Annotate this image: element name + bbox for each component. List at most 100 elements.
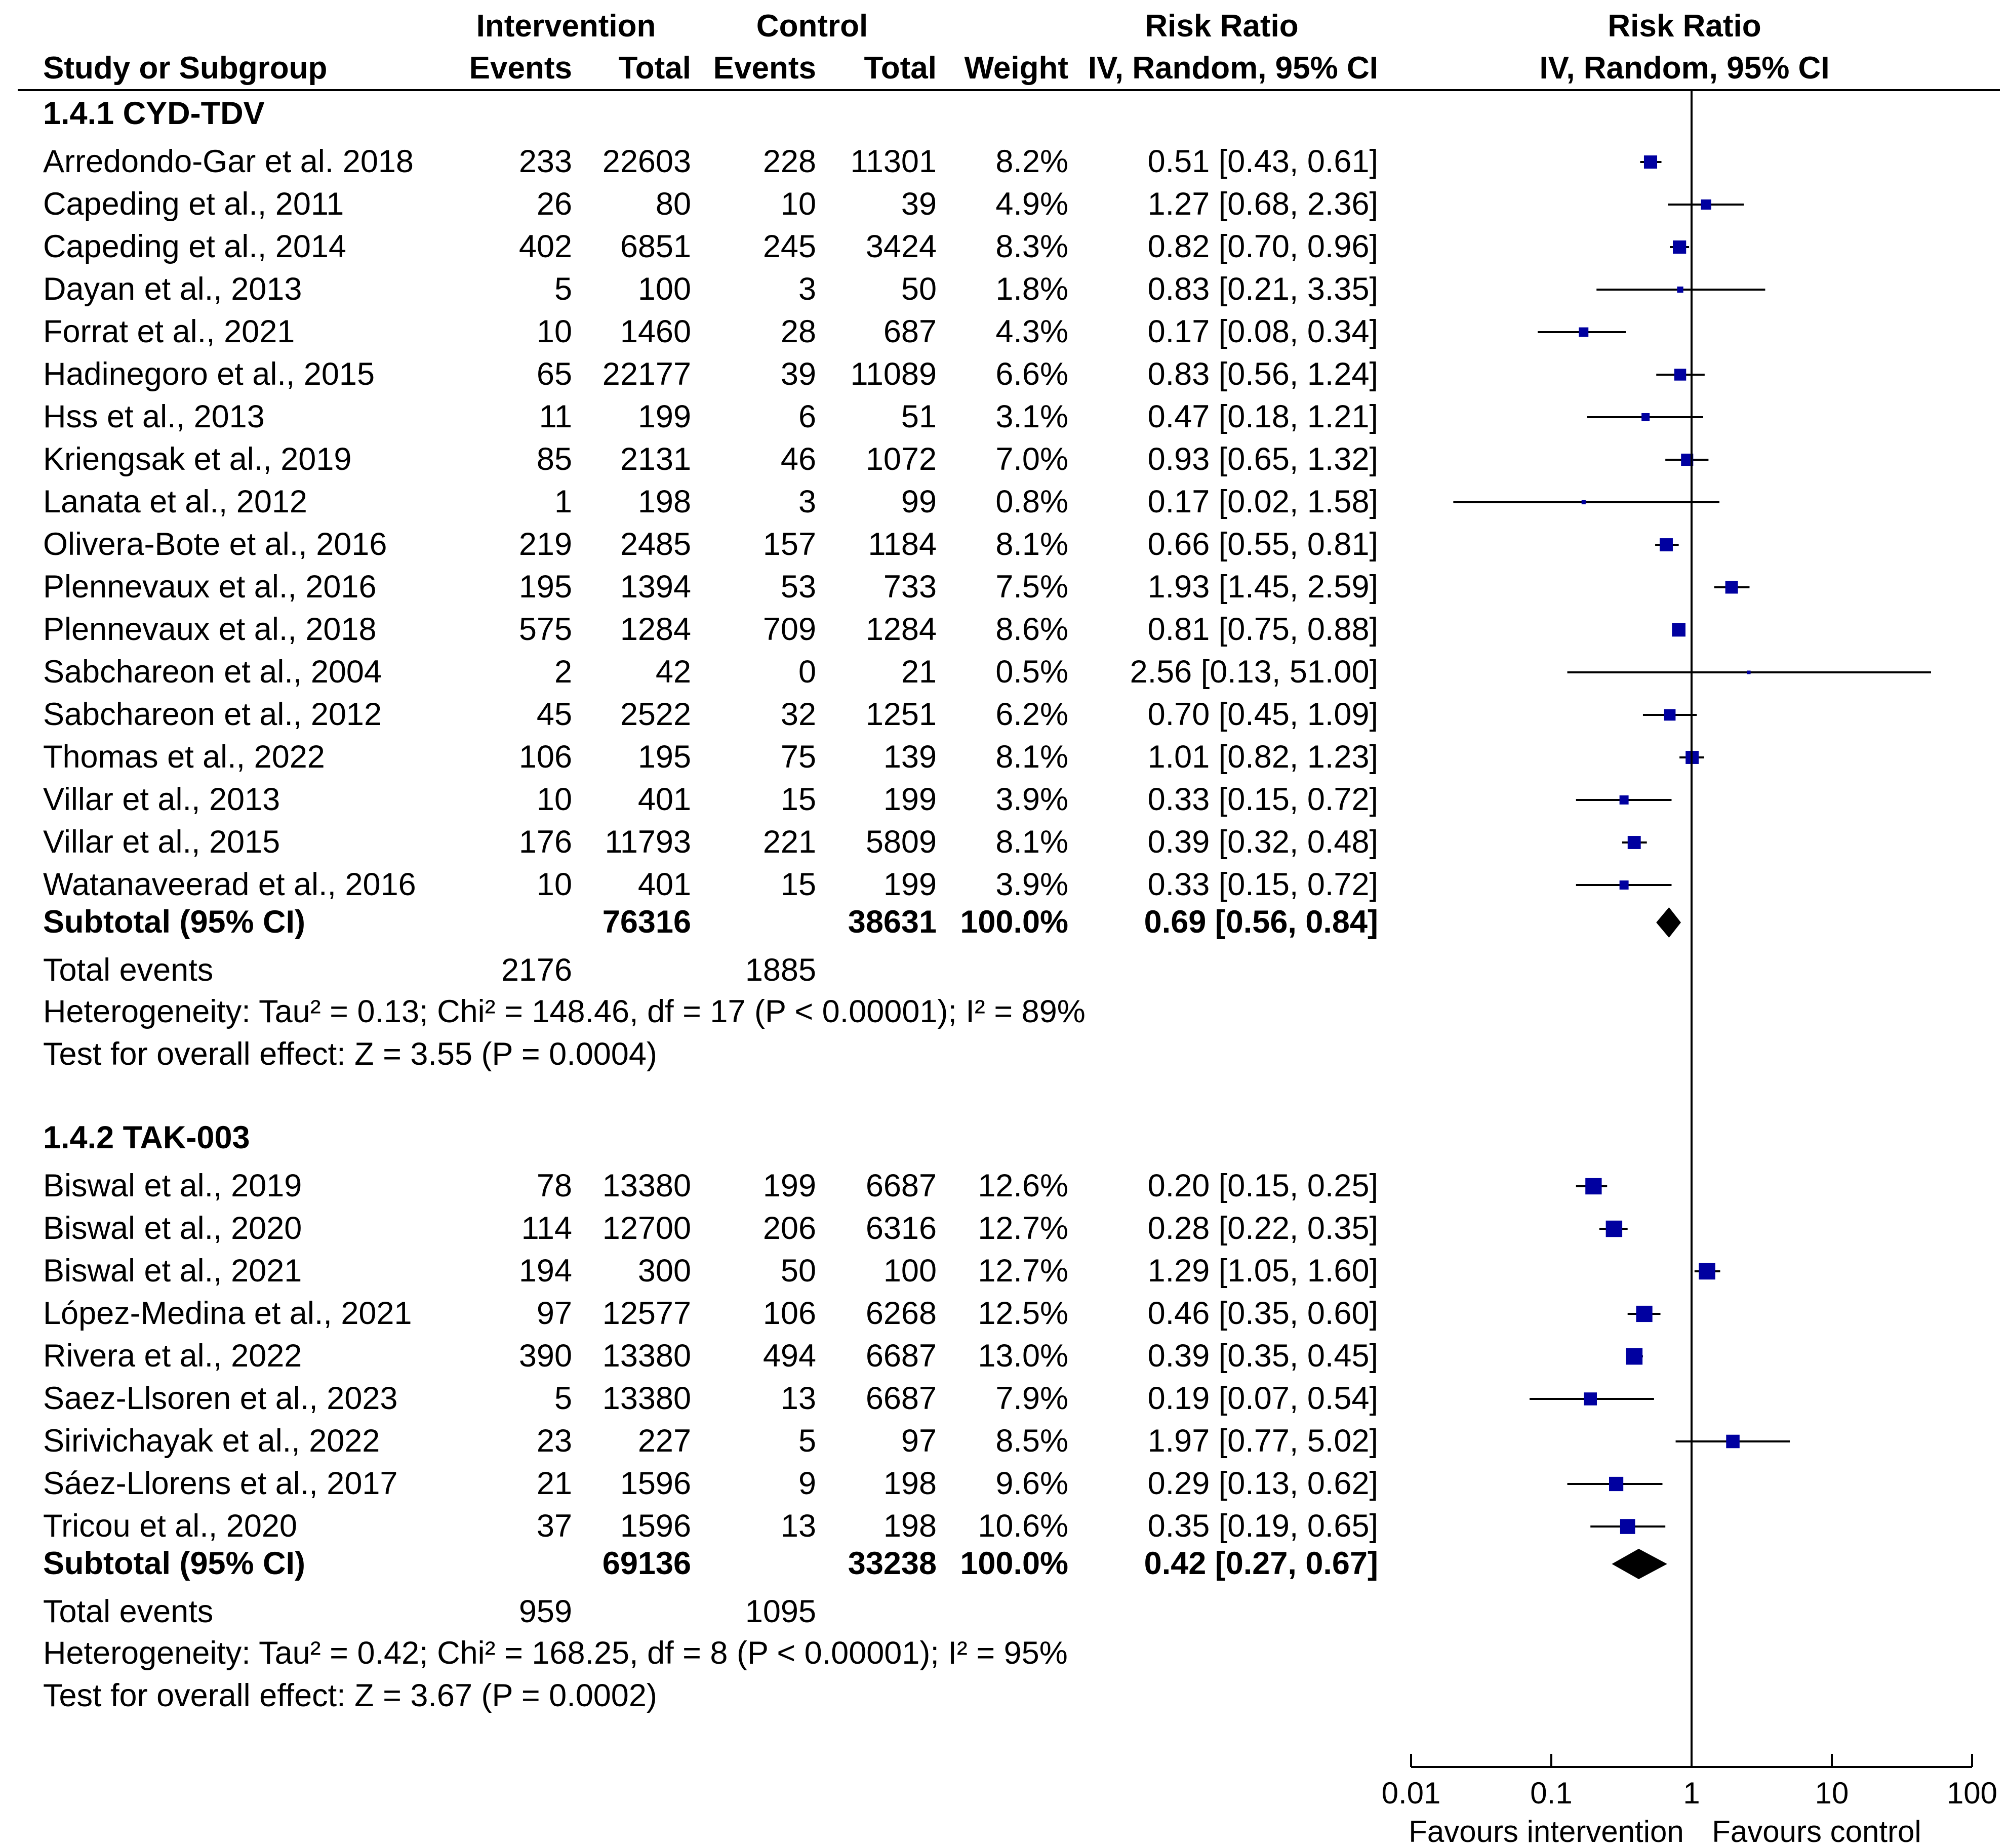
- point-estimate: [1605, 1220, 1623, 1237]
- subtotal-control-total: 33238: [848, 1546, 937, 1581]
- control-total: 687: [883, 314, 937, 349]
- header-events-control: Events: [713, 51, 816, 86]
- study-name: Arredondo-Gar et al. 2018: [43, 144, 414, 179]
- study-name: Villar et al., 2013: [43, 782, 280, 817]
- control-total: 199: [883, 782, 937, 817]
- overall-effect-text: Test for overall effect: Z = 3.67 (P = 0…: [43, 1678, 657, 1713]
- study-name: Kriengsak et al., 2019: [43, 441, 351, 477]
- control-events: 39: [781, 356, 816, 392]
- study-weight: 3.9%: [995, 867, 1068, 902]
- control-events: 9: [798, 1466, 816, 1501]
- control-events: 32: [781, 697, 816, 732]
- study-name: Watanaveerad et al., 2016: [43, 867, 416, 902]
- intervention-total: 227: [638, 1423, 691, 1459]
- point-estimate: [1584, 1392, 1597, 1405]
- axis-right-label: Favours control: [1712, 1815, 1921, 1848]
- intervention-events: 233: [519, 144, 572, 179]
- intervention-total: 2522: [620, 697, 691, 732]
- study-risk-ratio: 0.93 [0.65, 1.32]: [1148, 441, 1378, 477]
- control-events: 53: [781, 569, 816, 605]
- study-risk-ratio: 0.81 [0.75, 0.88]: [1148, 612, 1378, 647]
- control-events: 494: [763, 1338, 816, 1374]
- point-estimate: [1643, 155, 1658, 169]
- intervention-events: 2: [554, 654, 572, 690]
- study-name: Capeding et al., 2014: [43, 229, 346, 264]
- point-estimate: [1725, 581, 1738, 594]
- intervention-events: 106: [519, 739, 572, 775]
- header-total-control: Total: [864, 51, 937, 86]
- intervention-events: 45: [537, 697, 572, 732]
- intervention-total: 42: [656, 654, 691, 690]
- study-weight: 7.5%: [995, 569, 1068, 605]
- control-events: 3: [798, 484, 816, 519]
- study-risk-ratio: 0.17 [0.08, 0.34]: [1148, 314, 1378, 349]
- intervention-total: 1284: [620, 612, 691, 647]
- intervention-total: 195: [638, 739, 691, 775]
- study-risk-ratio: 0.33 [0.15, 0.72]: [1148, 782, 1378, 817]
- intervention-events: 21: [537, 1466, 572, 1501]
- study-risk-ratio: 0.70 [0.45, 1.09]: [1148, 697, 1378, 732]
- intervention-events: 78: [537, 1168, 572, 1203]
- intervention-total: 12577: [603, 1296, 691, 1331]
- study-weight: 8.2%: [995, 144, 1068, 179]
- intervention-total: 100: [638, 271, 691, 307]
- control-total: 5809: [866, 824, 937, 860]
- point-estimate: [1660, 538, 1673, 551]
- study-risk-ratio: 1.29 [1.05, 1.60]: [1148, 1253, 1378, 1289]
- control-total: 733: [883, 569, 937, 605]
- study-weight: 0.8%: [995, 484, 1068, 519]
- study-weight: 9.6%: [995, 1466, 1068, 1501]
- control-total: 99: [901, 484, 937, 519]
- heterogeneity-text: Heterogeneity: Tau² = 0.13; Chi² = 148.4…: [43, 994, 1086, 1029]
- subtotal-intervention-total: 69136: [603, 1546, 691, 1581]
- study-name: Tricou et al., 2020: [43, 1508, 297, 1544]
- total-events-label: Total events: [43, 1594, 213, 1629]
- control-total: 6268: [866, 1296, 937, 1331]
- point-estimate: [1626, 1348, 1643, 1365]
- x-axis-tick-label: 0.01: [1382, 1776, 1441, 1810]
- point-estimate: [1673, 240, 1686, 254]
- study-weight: 10.6%: [978, 1508, 1068, 1544]
- overall-effect-text: Test for overall effect: Z = 3.55 (P = 0…: [43, 1036, 657, 1072]
- study-weight: 4.3%: [995, 314, 1068, 349]
- study-name: Thomas et al., 2022: [43, 739, 325, 775]
- control-total: 50: [901, 271, 937, 307]
- study-risk-ratio: 0.82 [0.70, 0.96]: [1148, 229, 1378, 264]
- point-estimate: [1619, 795, 1629, 805]
- study-risk-ratio: 0.51 [0.43, 0.61]: [1148, 144, 1378, 179]
- intervention-events: 1: [554, 484, 572, 519]
- x-axis-tick-label: 100: [1947, 1776, 1997, 1810]
- subtotal-weight: 100.0%: [960, 1546, 1068, 1581]
- control-events: 15: [781, 782, 816, 817]
- intervention-events: 402: [519, 229, 572, 264]
- forest-plot-area: 0.01 0.1 1 10 100 Favours intervention Favours…: [1382, 90, 1997, 1848]
- subtotal-diamond: [1656, 907, 1681, 938]
- control-total: 1072: [866, 441, 937, 477]
- study-name: Biswal et al., 2021: [43, 1253, 302, 1289]
- intervention-total: 1596: [620, 1508, 691, 1544]
- study-name: Capeding et al., 2011: [43, 186, 344, 222]
- study-weight: 8.3%: [995, 229, 1068, 264]
- subtotal-risk-ratio: 0.42 [0.27, 0.67]: [1144, 1546, 1378, 1581]
- study-weight: 12.7%: [978, 1253, 1068, 1289]
- control-events: 199: [763, 1168, 816, 1203]
- point-estimate: [1636, 1305, 1653, 1322]
- intervention-total: 13380: [603, 1381, 691, 1416]
- intervention-events: 26: [537, 186, 572, 222]
- point-estimate: [1699, 1263, 1715, 1280]
- point-estimate: [1747, 670, 1751, 674]
- study-risk-ratio: 0.66 [0.55, 0.81]: [1148, 527, 1378, 562]
- header-study: Study or Subgroup: [43, 51, 327, 86]
- subtotal-label: Subtotal (95% CI): [43, 904, 305, 940]
- control-events: 10: [781, 186, 816, 222]
- study-risk-ratio: 0.39 [0.35, 0.45]: [1148, 1338, 1378, 1374]
- study-risk-ratio: 0.17 [0.02, 1.58]: [1148, 484, 1378, 519]
- control-total: 6687: [866, 1381, 937, 1416]
- point-estimate: [1701, 199, 1711, 210]
- control-events: 709: [763, 612, 816, 647]
- intervention-total: 22177: [603, 356, 691, 392]
- subtotal-diamond: [1612, 1549, 1667, 1579]
- point-estimate: [1672, 623, 1685, 637]
- header-weight: Weight: [965, 51, 1069, 86]
